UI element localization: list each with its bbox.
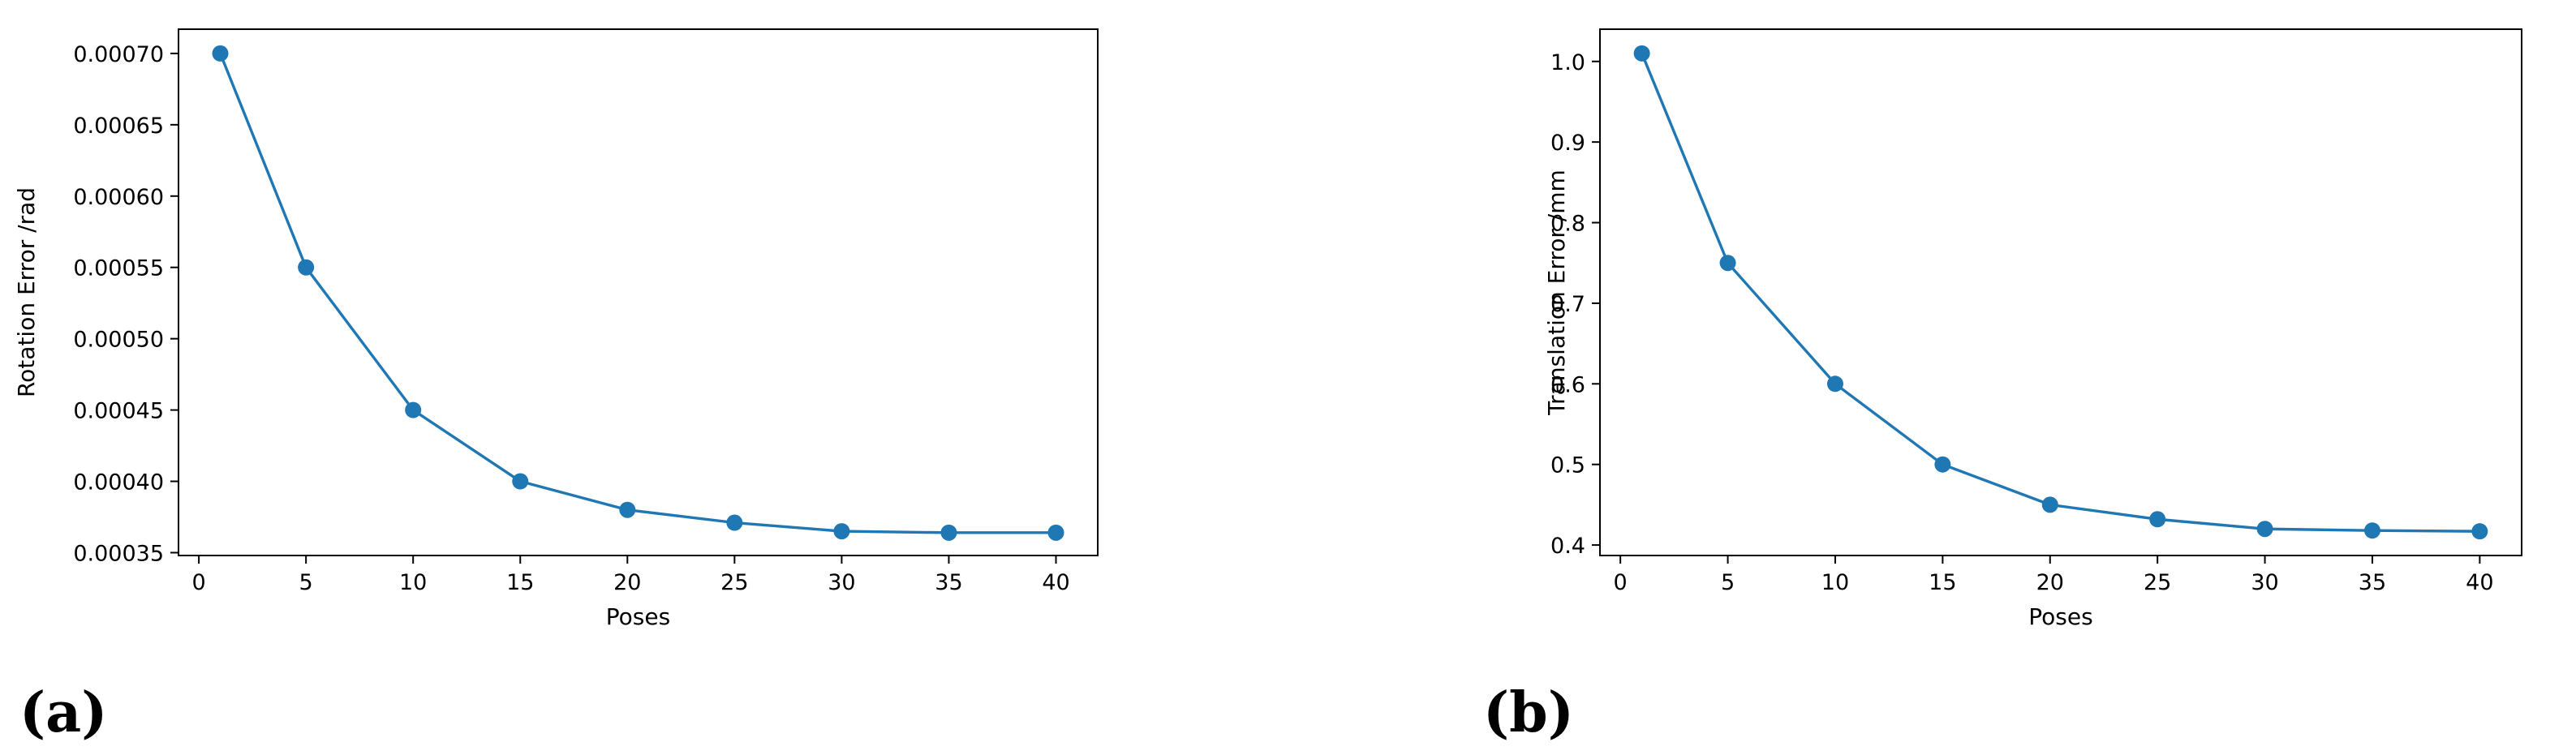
data-point-0 <box>1633 45 1650 62</box>
y-tick-label-4: 0.00055 <box>73 256 164 281</box>
data-point-4 <box>2041 496 2058 513</box>
y-tick-label-6: 1.0 <box>1550 50 1585 75</box>
x-tick-label-5: 25 <box>720 570 748 595</box>
x-tick-label-8: 40 <box>1042 570 1069 595</box>
y-tick-label-7: 0.00070 <box>73 42 164 67</box>
series-line <box>218 53 1056 534</box>
x-axis-label: Poses <box>2028 603 2092 630</box>
data-point-3 <box>1934 456 1951 473</box>
data-point-1 <box>298 259 315 276</box>
data-point-6 <box>833 523 850 540</box>
x-tick-label-6: 30 <box>2251 570 2278 595</box>
y-tick-label-1: 0.5 <box>1550 453 1585 478</box>
data-point-0 <box>212 45 229 62</box>
plot-frame <box>1599 28 2522 556</box>
x-tick-label-8: 40 <box>2466 570 2493 595</box>
x-axis-label: Poses <box>606 603 670 630</box>
x-tick-label-7: 35 <box>2359 570 2386 595</box>
data-point-1 <box>1719 255 1736 272</box>
y-tick-label-1: 0.00040 <box>73 470 164 495</box>
data-point-8 <box>1047 524 1064 541</box>
data-point-2 <box>405 401 422 418</box>
y-tick-label-3: 0.00050 <box>73 328 164 353</box>
x-tick-label-0: 0 <box>191 570 205 595</box>
x-tick-label-1: 5 <box>1721 570 1735 595</box>
y-tick-label-2: 0.6 <box>1550 372 1585 397</box>
chart-rotation-error: 0 5 10 15 20 25 30 35 40 0.00035 0.00040 0.00045 0.0… <box>13 28 1099 630</box>
x-tick-label-2: 10 <box>1821 570 1849 595</box>
y-tick-label-0: 0.00035 <box>73 541 164 566</box>
data-point-4 <box>619 501 636 518</box>
chart-translation-error: 0 5 10 15 20 25 30 35 40 0.4 0.5 0.6 0.7 0.8 0.9 1.0 Pos… <box>1543 28 2522 630</box>
y-tick-label-4: 0.8 <box>1550 212 1585 237</box>
x-tick-label-5: 25 <box>2144 570 2171 595</box>
x-tick-label-7: 35 <box>935 570 962 595</box>
y-tick-label-2: 0.00045 <box>73 399 164 424</box>
series-line <box>1641 53 2480 533</box>
data-point-5 <box>726 514 743 531</box>
x-tick-label-0: 0 <box>1614 570 1628 595</box>
y-axis-label: Translation Error /mm <box>1543 169 1570 416</box>
x-tick-label-4: 20 <box>613 570 641 595</box>
x-tick-label-4: 20 <box>2036 570 2064 595</box>
data-point-8 <box>2471 523 2488 540</box>
y-axis-label: Rotation Error /rad <box>13 187 40 397</box>
x-tick-label-2: 10 <box>399 570 427 595</box>
data-point-3 <box>512 473 529 490</box>
data-point-2 <box>1826 375 1843 393</box>
data-point-5 <box>2149 511 2166 528</box>
y-tick-label-5: 0.9 <box>1550 131 1585 156</box>
x-tick-label-3: 15 <box>1929 570 1956 595</box>
y-tick-label-0: 0.4 <box>1550 534 1585 559</box>
x-tick-label-6: 30 <box>828 570 855 595</box>
x-tick-label-1: 5 <box>299 570 313 595</box>
y-tick-label-6: 0.00065 <box>73 114 164 139</box>
data-point-6 <box>2256 521 2273 538</box>
panel-label-b: (b) <box>1483 680 1574 745</box>
y-tick-label-3: 0.7 <box>1550 292 1585 317</box>
x-tick-label-3: 15 <box>506 570 534 595</box>
y-tick-label-5: 0.00060 <box>73 185 164 210</box>
data-point-7 <box>940 524 957 541</box>
data-point-7 <box>2363 522 2380 539</box>
plot-frame <box>178 28 1099 556</box>
panel-label-a: (a) <box>19 680 107 745</box>
